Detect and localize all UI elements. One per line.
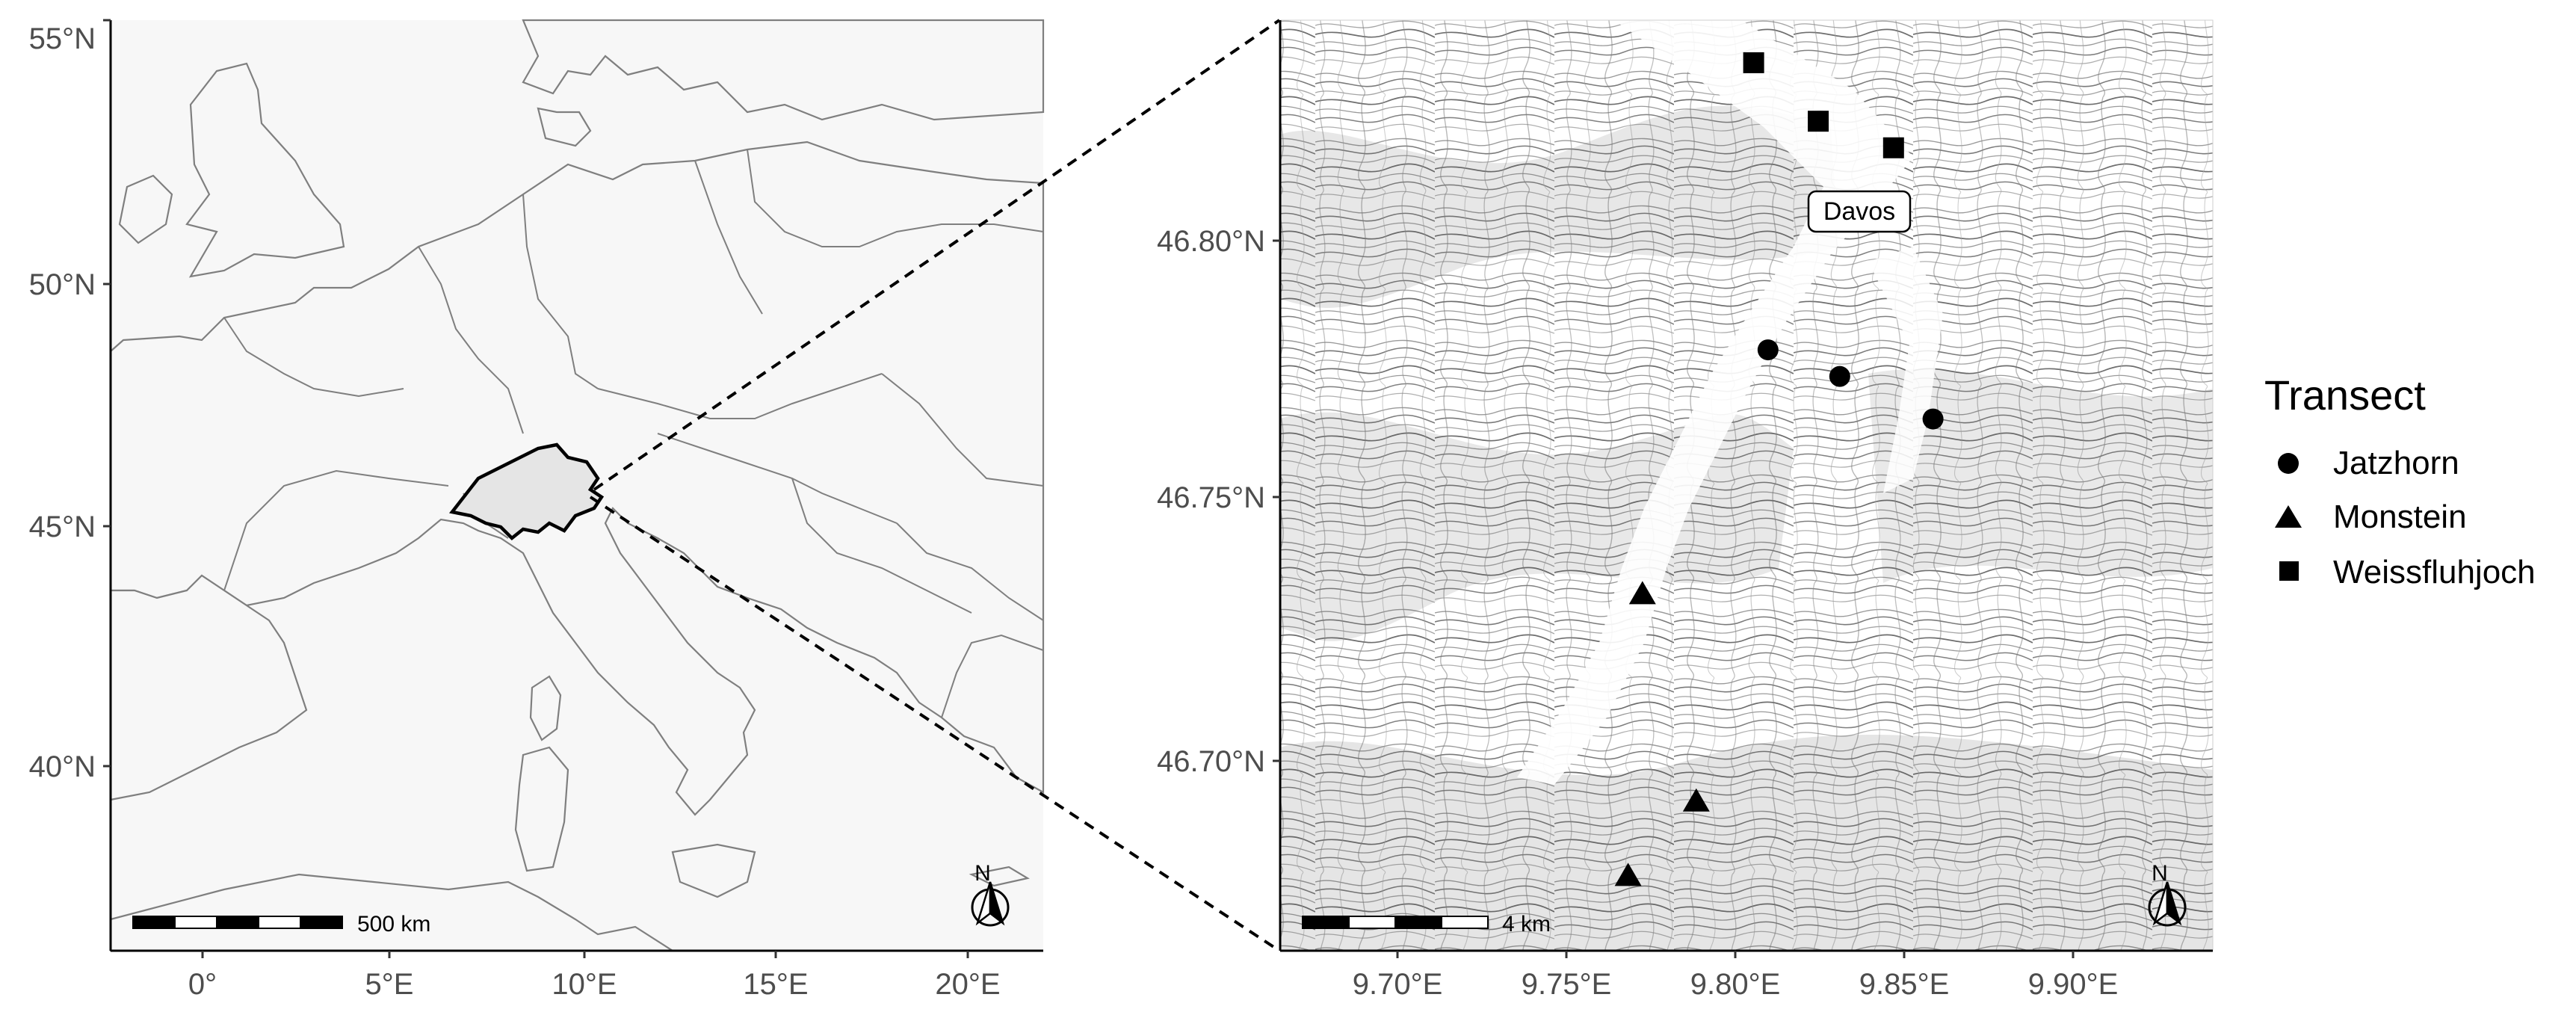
left-y-tick-label: 55°N [29,22,96,55]
right-y-tick-label: 46.80°N [1157,225,1265,258]
town-label-text: Davos [1823,197,1895,226]
zoom-line-bottom [589,496,1281,952]
left-scale-bar-label: 500 km [357,912,430,937]
legend-square-icon [2279,561,2299,581]
coastline-scandinavia [522,19,1045,121]
left-x-tick-label: 5°E [365,968,414,1001]
left-scale-bar: 500 km [132,912,430,937]
right-scale-bar-label: 4 km [1502,912,1551,937]
shaded-slope [1280,105,1838,308]
left-y-tick-label: 45°N [29,510,96,543]
coastline-crete [969,866,1030,887]
coastline-sardinia [514,746,569,872]
right-x-tick-label: 9.80°E [1690,968,1781,1001]
transect-point-circle [1829,365,1850,387]
transect-point-square [1743,52,1764,73]
right-x-ticks [1396,951,2075,958]
right-scale-bar: 4 km [1302,912,1551,937]
left-map-panel: 500 km N 55°N 50°N 45°N 40°N 0° 5°E [29,19,1281,1001]
right-x-tick-label: 9.75°E [1522,968,1612,1001]
left-y-tick-label: 50°N [29,268,96,301]
right-x-tick-label: 9.90°E [2028,968,2119,1001]
shaded-slope [1280,734,2213,951]
transect-point-triangle [1682,788,1710,812]
transect-point-square [1808,111,1829,132]
coastline-sicily [671,843,756,898]
coastline-denmark [537,107,592,147]
zoom-line-top [593,19,1281,491]
legend-item-monstein: Monstein [2275,499,2467,535]
right-north-arrow: N [2148,861,2187,927]
coastline-corsica [529,675,562,741]
transect-point-square [1882,137,1904,158]
transect-point-circle [1757,339,1779,361]
transect-point-triangle [1628,581,1656,605]
valley-floor [1868,247,1943,493]
legend: Transect Jatzhorn Monstein Weissfluhjoch [2264,371,2536,590]
left-y-ticks [103,19,111,768]
left-x-ticks [201,951,969,958]
shaded-slope [1868,368,2213,583]
left-north-label: N [975,861,991,886]
coastline-iberia-corner [109,574,308,801]
left-y-tick-label: 40°N [29,750,96,783]
left-x-tick-label: 10°E [552,968,617,1001]
right-y-ticks [1273,239,1280,762]
left-x-tick-labels: 0° 5°E 10°E 15°E 20°E [188,968,1001,1001]
legend-triangle-icon [2275,505,2302,528]
right-map-panel: Davos 4 km N 46.80°N 46. [1157,19,2214,1001]
right-x-tick-label: 9.85°E [1859,968,1950,1001]
left-north-arrow: N [971,861,1010,927]
terrain-texture [1280,20,2213,951]
transect-point-circle [1922,408,1944,430]
right-north-label: N [2152,861,2168,886]
internal-borders [223,149,1044,718]
legend-circle-icon [2278,453,2299,474]
town-label-davos: Davos [1807,190,1912,233]
coastline-ireland [118,174,173,244]
right-y-tick-label: 46.70°N [1157,745,1265,778]
transect-point-triangle [1614,863,1642,886]
right-y-tick-label: 46.75°N [1157,481,1265,514]
legend-title: Transect [2264,371,2426,419]
right-y-tick-labels: 46.80°N 46.75°N 46.70°N [1157,225,1265,778]
left-x-tick-label: 15°E [743,968,808,1001]
coastline-uk [185,62,345,278]
legend-item-label: Monstein [2333,499,2467,535]
left-x-tick-label: 20°E [935,968,1000,1001]
left-x-tick-label: 0° [188,968,217,1001]
left-y-tick-labels: 55°N 50°N 45°N 40°N [29,22,96,783]
legend-item-label: Weissfluhjoch [2333,554,2536,590]
legend-item-weissfluhjoch: Weissfluhjoch [2279,554,2536,590]
legend-item-jatzhorn: Jatzhorn [2278,445,2459,481]
switzerland-highlight [448,442,605,541]
legend-item-label: Jatzhorn [2333,445,2459,481]
transect-points [1614,52,1944,886]
right-x-tick-labels: 9.70°E 9.75°E 9.80°E 9.85°E 9.90°E [1353,968,2119,1001]
right-x-tick-label: 9.70°E [1353,968,1443,1001]
